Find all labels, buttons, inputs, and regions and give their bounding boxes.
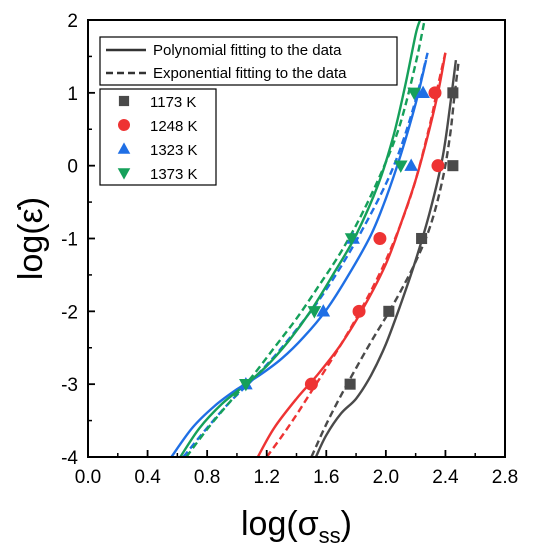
y-tick-label: -4 (61, 448, 78, 469)
x-tick-label: 2.4 (432, 467, 459, 488)
fit-solid-1373-k (179, 20, 422, 457)
point-1323-k-3 (404, 158, 418, 171)
y-tick-label: 2 (67, 11, 78, 32)
point-1248-k-2 (373, 232, 387, 245)
point-1373-k-4 (407, 87, 421, 100)
y-tick-label: -1 (61, 230, 78, 251)
fit-legend-solid-label: Polynomial fitting to the data (153, 42, 342, 59)
point-1173-k-1 (383, 305, 395, 317)
fit-solid-1323-k (170, 59, 428, 457)
x-tick-label: 2.8 (492, 467, 518, 488)
legend-label-1173-k: 1173 K (150, 94, 196, 111)
point-1173-k-4 (447, 87, 459, 99)
legend-marker-1373-k (117, 168, 131, 180)
fit-dashed-1173-k (310, 59, 460, 457)
y-tick-label: -2 (61, 302, 78, 323)
axes: 0.0 0.4 0.8 1.2 1.6 2.0 2.4 2.8 -4 -3 -2 -1 0 1 2 (61, 11, 518, 488)
y-tick-label: 0 (67, 157, 78, 178)
fit-dashed-1323-k (182, 52, 429, 457)
legend-label-1248-k: 1248 K (150, 118, 198, 135)
legend-marker-1173-k (118, 95, 130, 107)
legend-label-1373-k: 1373 K (150, 166, 198, 183)
fit-dashed-1373-k (185, 20, 426, 457)
x-tick-label: 1.2 (254, 467, 280, 488)
legend-marker-1323-k (117, 142, 131, 154)
legend-marker-1248-k (118, 119, 130, 131)
x-tick-label: 2.0 (373, 467, 399, 488)
x-tick-label: 0.4 (134, 467, 161, 488)
point-1323-k-1 (316, 304, 331, 317)
fit-legend-box (99, 36, 398, 86)
x-axis-title: log(σss) (241, 505, 352, 548)
point-1173-k-0 (344, 378, 356, 390)
legend: Polynomial fitting to the data Exponentia… (99, 36, 398, 186)
point-1248-k-1 (352, 304, 366, 318)
point-1173-k-2 (416, 232, 428, 245)
x-tick-label: 1.6 (313, 467, 339, 488)
point-1248-k-3 (431, 159, 445, 173)
point-1173-k-3 (447, 160, 459, 172)
point-1248-k-0 (304, 377, 318, 391)
point-1373-k-2 (344, 233, 359, 246)
point-1373-k-1 (307, 306, 322, 319)
point-1373-k-0 (239, 378, 253, 392)
y-tick-label: 1 (67, 84, 78, 105)
y-axis-title: log(ε̇) (12, 197, 50, 280)
point-1373-k-3 (393, 160, 408, 173)
legend-label-1323-k: 1323 K (150, 142, 198, 159)
fit-legend-dashed-label: Exponential fitting to the data (153, 65, 347, 82)
y-tick-label: -3 (61, 375, 78, 396)
x-tick-label: 0.8 (194, 467, 220, 488)
data-markers (239, 85, 459, 392)
fit-solid-1173-k (314, 59, 458, 457)
fit-curves (170, 20, 460, 457)
fit-dashed-1248-k (265, 52, 447, 457)
point-1323-k-4 (416, 85, 430, 99)
point-1248-k-4 (428, 86, 442, 100)
x-tick-label: 0.0 (75, 467, 101, 488)
